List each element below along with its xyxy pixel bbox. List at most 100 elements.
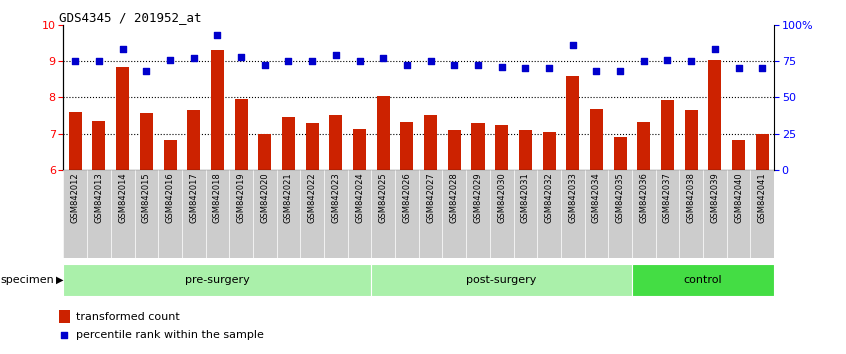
Text: GSM842033: GSM842033 [569,172,577,223]
Bar [376,96,390,170]
Text: GSM842021: GSM842021 [284,172,293,223]
Bar [661,100,674,170]
Bar [400,122,414,170]
Bar [514,170,537,258]
Point [116,47,129,52]
Bar [679,170,703,258]
Bar [613,137,627,170]
Point [187,55,201,61]
Point [376,55,390,61]
Text: post-surgery: post-surgery [466,275,537,285]
Text: specimen: specimen [1,275,55,285]
Bar [566,76,580,170]
Text: GSM842037: GSM842037 [663,172,672,223]
Bar [537,170,561,258]
Point [92,58,106,64]
Text: GSM842035: GSM842035 [616,172,624,223]
Point [69,58,82,64]
Point [661,57,674,62]
Text: GSM842040: GSM842040 [734,172,743,223]
Bar [419,170,442,258]
Bar [708,60,722,170]
Bar [448,130,461,170]
Bar [69,112,82,170]
Bar [234,99,248,170]
Point [400,63,414,68]
Bar [353,129,366,170]
Bar [253,170,277,258]
Text: GSM842039: GSM842039 [711,172,719,223]
Text: GSM842018: GSM842018 [213,172,222,223]
Bar [703,170,727,258]
Bar [282,117,295,170]
Point [424,58,437,64]
Bar [135,170,158,258]
Point [353,58,366,64]
Text: GSM842023: GSM842023 [332,172,340,223]
Text: percentile rank within the sample: percentile rank within the sample [76,330,264,339]
Point [258,63,272,68]
Bar [348,170,371,258]
Point [471,63,485,68]
Text: GSM842027: GSM842027 [426,172,435,223]
Bar [466,170,490,258]
Point [234,54,248,59]
Bar [59,310,69,323]
Bar [590,109,603,170]
Point [732,65,745,71]
Text: GSM842024: GSM842024 [355,172,364,223]
Point [448,63,461,68]
Text: GSM842038: GSM842038 [687,172,695,223]
Text: GSM842036: GSM842036 [640,172,648,223]
Point [140,68,153,74]
Bar [63,264,371,296]
Text: GSM842028: GSM842028 [450,172,459,223]
Text: GSM842029: GSM842029 [474,172,482,223]
Bar [732,140,745,170]
Bar [750,170,774,258]
Point [329,52,343,58]
Bar [140,113,153,170]
Point [542,65,556,71]
Bar [395,170,419,258]
Bar [608,170,632,258]
Text: GSM842015: GSM842015 [142,172,151,223]
Text: GSM842032: GSM842032 [545,172,553,223]
Bar [656,170,679,258]
Bar [229,170,253,258]
Text: transformed count: transformed count [76,312,180,322]
Bar [471,123,485,170]
Text: control: control [684,275,722,285]
Bar [424,115,437,170]
Text: GSM842014: GSM842014 [118,172,127,223]
Point [211,32,224,38]
Bar [87,170,111,258]
Bar [111,170,135,258]
Bar [585,170,608,258]
Bar [632,264,774,296]
Bar [637,122,651,170]
Text: GSM842034: GSM842034 [592,172,601,223]
Bar [258,133,272,170]
Text: GSM842013: GSM842013 [95,172,103,223]
Text: ▶: ▶ [56,275,63,285]
Bar [519,130,532,170]
Text: GSM842025: GSM842025 [379,172,387,223]
Point [708,47,722,52]
Point [163,57,177,62]
Text: GSM842026: GSM842026 [403,172,411,223]
Bar [329,115,343,170]
Point [590,68,603,74]
Point [613,68,627,74]
Bar [561,170,585,258]
Bar [305,124,319,170]
Point [637,58,651,64]
Point [310,242,324,248]
Bar [371,170,395,258]
Bar [755,135,769,170]
Bar [182,170,206,258]
Bar [163,140,177,170]
Bar [371,264,632,296]
Point [566,42,580,48]
Point [684,58,698,64]
